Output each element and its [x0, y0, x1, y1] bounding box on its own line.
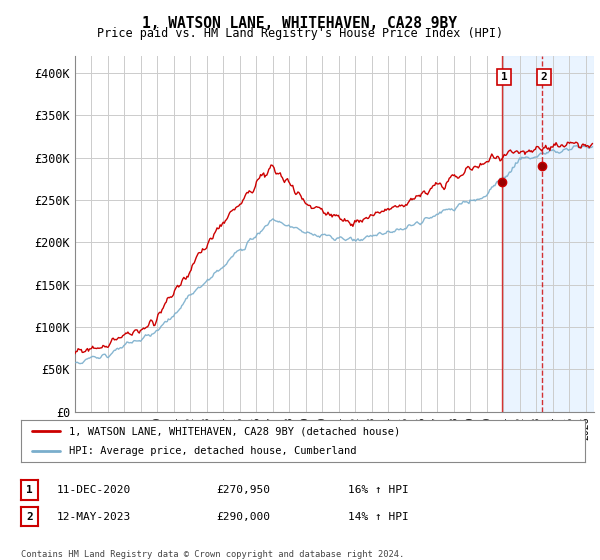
Text: Contains HM Land Registry data © Crown copyright and database right 2024.
This d: Contains HM Land Registry data © Crown c…: [21, 550, 404, 560]
Text: HPI: Average price, detached house, Cumberland: HPI: Average price, detached house, Cumb…: [69, 446, 356, 456]
Text: £290,000: £290,000: [216, 512, 270, 521]
Bar: [503, 56, 594, 412]
Text: 11-DEC-2020: 11-DEC-2020: [57, 486, 131, 495]
Text: 1, WATSON LANE, WHITEHAVEN, CA28 9BY (detached house): 1, WATSON LANE, WHITEHAVEN, CA28 9BY (de…: [69, 426, 400, 436]
Text: 2: 2: [541, 72, 547, 82]
Text: 1: 1: [26, 486, 33, 495]
Text: 14% ↑ HPI: 14% ↑ HPI: [348, 512, 409, 521]
Bar: [545, 56, 594, 412]
Text: 12-MAY-2023: 12-MAY-2023: [57, 512, 131, 521]
Text: 1, WATSON LANE, WHITEHAVEN, CA28 9BY: 1, WATSON LANE, WHITEHAVEN, CA28 9BY: [143, 16, 458, 31]
Text: £270,950: £270,950: [216, 486, 270, 495]
Text: 16% ↑ HPI: 16% ↑ HPI: [348, 486, 409, 495]
Text: 2: 2: [26, 512, 33, 521]
Text: 1: 1: [500, 72, 508, 82]
Text: Price paid vs. HM Land Registry's House Price Index (HPI): Price paid vs. HM Land Registry's House …: [97, 27, 503, 40]
